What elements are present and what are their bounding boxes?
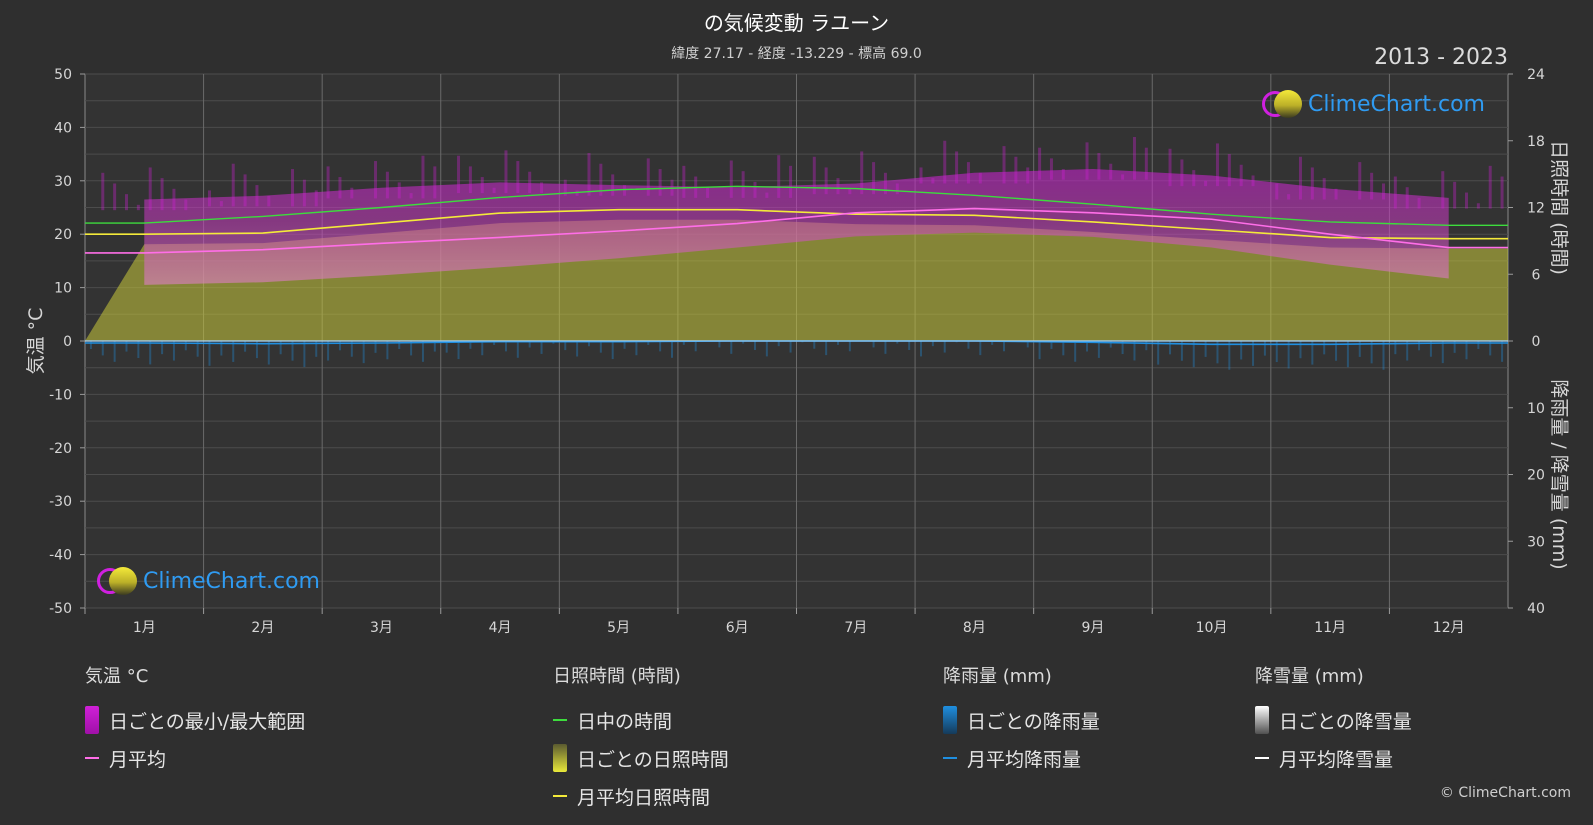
climechart-logo-bottom[interactable]: ClimeChart.com: [97, 567, 320, 595]
x-month-label: 1月: [133, 620, 156, 636]
logo-sun-icon: [1274, 90, 1302, 118]
x-month-label: 4月: [489, 620, 512, 636]
legend-item-daylight: 日中の時間: [553, 701, 729, 739]
swatch-snow-mean: [1255, 757, 1269, 759]
legend-item-sunshine-mean: 月平均日照時間: [553, 777, 729, 815]
y-right-mm-axis-title: 降雨量 / 降雪量 (mm): [1548, 379, 1570, 569]
y-right-hours-tick-label: 6: [1532, 267, 1541, 283]
swatch-temp-range: [85, 706, 99, 734]
y-right-hours-tick-label: 18: [1527, 134, 1545, 150]
climechart-logo-top[interactable]: ClimeChart.com: [1262, 90, 1485, 118]
y-left-tick-label: 20: [54, 227, 72, 243]
x-month-label: 5月: [607, 620, 630, 636]
climate-chart: 50 40 30 20 10 0 -10 -20 -30 -40 -50 24 18 12 6 0 10 20 30…: [25, 67, 1570, 636]
y-left-tick-label: 0: [63, 334, 72, 350]
x-month-label: 3月: [370, 620, 393, 636]
legend-item-temp-mean: 月平均: [85, 739, 305, 777]
swatch-sunshine-mean: [553, 795, 567, 797]
chart-title: の気候変動 ラユーン: [703, 11, 890, 35]
legend-rain: 降雨量 (mm) 日ごとの降雨量 月平均降雨量: [943, 662, 1100, 777]
swatch-daylight: [553, 719, 567, 721]
y-left-axis-title: 気温 °C: [25, 308, 47, 375]
swatch-daily-rain: [943, 706, 957, 734]
legend-heading: 降雨量 (mm): [943, 666, 1052, 687]
y-right-mm-tick-label: 10: [1527, 401, 1545, 417]
legend-item-daily-sunshine: 日ごとの日照時間: [553, 739, 729, 777]
legend-item-temp-range: 日ごとの最小/最大範囲: [85, 701, 305, 739]
legend-item-daily-snow: 日ごとの降雪量: [1255, 701, 1412, 739]
x-month-label: 11月: [1314, 620, 1346, 636]
legend-sunshine: 日照時間 (時間) 日中の時間 日ごとの日照時間 月平均日照時間: [553, 662, 729, 815]
daylight-line: [85, 185, 1508, 226]
temp-range-band: [144, 169, 1449, 285]
legend-snow: 降雪量 (mm) 日ごとの降雪量 月平均降雪量: [1255, 662, 1412, 777]
legend-temperature: 気温 °C 日ごとの最小/最大範囲 月平均: [85, 662, 305, 777]
y-left-tick-label: 50: [54, 67, 72, 83]
legend-heading: 日照時間 (時間): [553, 666, 681, 687]
y-left-tick-label: 30: [54, 174, 72, 190]
y-left-tick-label: -50: [49, 601, 72, 617]
y-left-tick-label: -10: [49, 387, 72, 403]
swatch-daily-sunshine: [553, 744, 567, 772]
y-right-hours-tick-label: 0: [1532, 334, 1541, 350]
x-month-label: 6月: [726, 620, 749, 636]
y-left-tick-label: -40: [49, 548, 72, 564]
y-left-tick-label: -30: [49, 494, 72, 510]
y-right-mm-tick-label: 40: [1527, 601, 1545, 617]
swatch-temp-mean: [85, 757, 99, 759]
legend-item-snow-mean: 月平均降雪量: [1255, 739, 1412, 777]
x-month-label: 12月: [1433, 620, 1465, 636]
copyright: © ClimeChart.com: [1439, 785, 1571, 801]
y-right-mm-tick-label: 30: [1527, 534, 1545, 550]
swatch-daily-snow: [1255, 706, 1269, 734]
logo-text: ClimeChart.com: [143, 568, 320, 594]
x-month-label: 7月: [844, 620, 867, 636]
x-month-label: 2月: [251, 620, 274, 636]
legend-heading: 気温 °C: [85, 666, 149, 687]
logo-sun-icon: [109, 567, 137, 595]
logo-text: ClimeChart.com: [1308, 91, 1485, 117]
y-right-hours-axis-title: 日照時間 (時間): [1548, 140, 1570, 275]
x-month-label: 8月: [963, 620, 986, 636]
x-month-label: 9月: [1081, 620, 1104, 636]
y-right-hours-tick-label: 12: [1527, 201, 1545, 217]
y-left-tick-label: 40: [54, 120, 72, 136]
year-range: 2013 - 2023: [1374, 45, 1508, 70]
sunshine-mean-line: [85, 208, 1508, 240]
legend-item-rain-mean: 月平均降雨量: [943, 739, 1100, 777]
legend-item-daily-rain: 日ごとの降雨量: [943, 701, 1100, 739]
x-month-label: 10月: [1196, 620, 1228, 636]
y-right-mm-tick-label: 20: [1527, 468, 1545, 484]
temp-mean-line: [85, 207, 1508, 254]
y-left-tick-label: 10: [54, 281, 72, 297]
y-right-hours-tick-label: 24: [1527, 67, 1545, 83]
swatch-rain-mean: [943, 757, 957, 759]
chart-subtitle: 緯度 27.17 - 経度 -13.229 - 標高 69.0: [671, 46, 922, 62]
legend-heading: 降雪量 (mm): [1255, 666, 1364, 687]
y-left-tick-label: -20: [49, 441, 72, 457]
